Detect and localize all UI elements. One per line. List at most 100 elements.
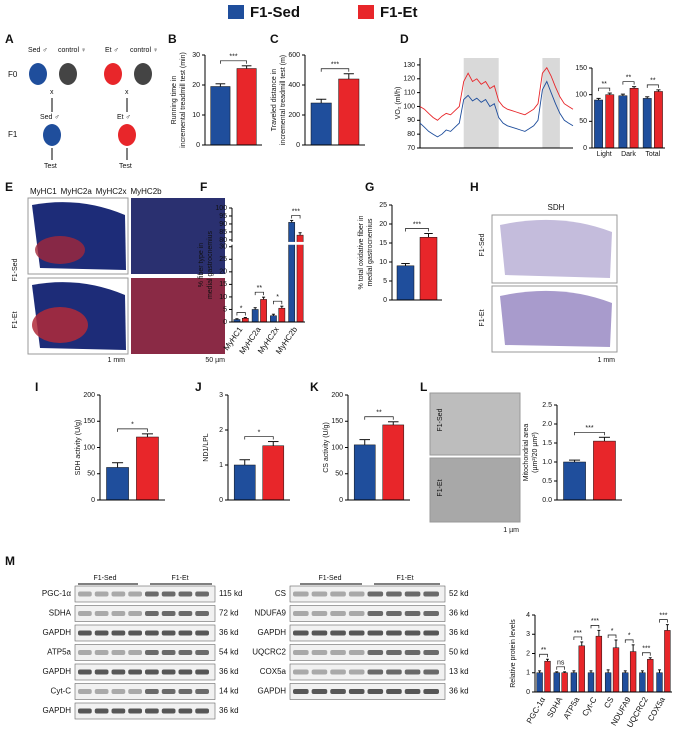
bar	[656, 672, 663, 693]
blot-band	[293, 669, 309, 675]
y-axis-label: Relative protein levels	[510, 619, 517, 688]
blot-band	[145, 689, 159, 694]
x-tick-label: CS	[602, 696, 615, 710]
sig-bracket	[622, 81, 635, 85]
blot-band	[94, 708, 109, 714]
blot-band	[195, 689, 209, 694]
blot-band	[111, 708, 126, 714]
blot-band	[161, 669, 176, 675]
bar	[647, 659, 654, 693]
sig-label: **	[601, 81, 607, 88]
bar	[262, 445, 285, 501]
blot-band	[311, 689, 328, 694]
scale-bar: 1 mm	[598, 357, 616, 364]
blot-band	[330, 669, 346, 675]
sig-bracket	[254, 291, 264, 296]
mouse-label: control ♀	[58, 47, 86, 54]
size-label: 36 kd	[219, 628, 239, 637]
size-label: 36 kd	[449, 687, 469, 696]
blot-band	[195, 611, 209, 616]
bar	[563, 461, 586, 501]
y-axis-label: incremental treadmill test (m)	[280, 55, 287, 145]
y-tick-label: 15	[219, 281, 227, 288]
y-tick-label: 10	[379, 259, 387, 266]
section-image	[32, 307, 88, 343]
y-tick-label: 0	[223, 319, 227, 326]
blot-band	[161, 689, 176, 694]
sig-label: **	[541, 647, 547, 654]
sig-label: ***	[659, 612, 667, 619]
y-tick-label: 20	[379, 221, 387, 228]
protein-label: GAPDH	[43, 628, 72, 637]
blot-band	[386, 669, 402, 675]
blot-band	[145, 630, 159, 636]
y-tick-label: 150	[331, 418, 343, 425]
y-tick-label: 2.5	[542, 402, 552, 409]
blot-band	[78, 630, 92, 636]
mouse-icon	[29, 63, 47, 85]
blot-band	[330, 689, 346, 694]
y-axis-label: incremental treadmill test (min)	[180, 52, 187, 148]
x-tick-label: Dark	[621, 151, 636, 158]
blot-band	[128, 669, 142, 675]
bar	[419, 237, 438, 301]
blot-band	[128, 650, 142, 655]
y-tick-label: 2	[219, 427, 223, 434]
blot-band	[161, 591, 176, 597]
y-tick-label: 200	[288, 112, 300, 119]
blot-band	[111, 689, 126, 694]
blot-band	[367, 689, 384, 694]
y-tick-label: 0	[196, 142, 200, 149]
blot-band	[111, 591, 126, 597]
mouse-label: Sed ♂	[40, 114, 60, 121]
stain-label: MyHC2a	[61, 187, 93, 196]
blot-band	[111, 611, 126, 616]
blot-band	[311, 669, 328, 675]
y-tick-label: 130	[403, 62, 415, 69]
y-tick-label: 0	[526, 689, 530, 696]
y-tick-label: 25	[219, 256, 227, 263]
blot-band	[311, 650, 328, 655]
row-label: F1-Et	[437, 479, 444, 496]
bar	[570, 672, 578, 693]
y-tick-label: 100	[83, 444, 95, 451]
y-tick-label: 20	[192, 82, 200, 89]
blot-band	[386, 591, 402, 597]
y-tick-label: 0	[339, 497, 343, 504]
protein-label: ATP5a	[47, 648, 71, 657]
group-label: F1-Et	[396, 575, 413, 582]
bar	[654, 91, 663, 149]
bar	[241, 317, 249, 323]
blot-band	[94, 611, 109, 616]
blot-band	[367, 611, 384, 616]
sig-label: ns	[557, 660, 565, 667]
y-axis-label: Running time in	[171, 76, 178, 125]
blot-band	[404, 630, 421, 636]
zoom-image	[131, 278, 225, 354]
bar	[536, 672, 543, 693]
protein-label: Cyt-C	[51, 687, 72, 696]
em-image	[429, 392, 521, 456]
panel-label: M	[5, 554, 15, 568]
sig-label: **	[257, 285, 263, 292]
y-tick-label: 100	[215, 205, 227, 212]
sig-bracket	[607, 634, 617, 639]
bar	[553, 672, 560, 693]
bar	[639, 672, 646, 693]
y-tick-label: 120	[403, 76, 415, 83]
blot-band	[161, 630, 176, 636]
blot-band	[311, 591, 328, 597]
bar	[612, 647, 620, 693]
fiber-images: F1-Sed F1-Et 1 mm 50 µm	[12, 197, 225, 364]
y-axis-label: SDH activity (U/g)	[75, 420, 82, 476]
sig-bracket	[590, 625, 600, 629]
size-label: 72 kd	[219, 609, 239, 618]
mouse-icon	[104, 63, 122, 85]
panel-label: F	[200, 180, 207, 194]
stain-label: MyHC2b	[130, 187, 162, 196]
blot-band	[128, 591, 142, 597]
section-image	[35, 236, 85, 264]
y-tick-label: 3	[526, 631, 530, 638]
sig-bracket	[320, 68, 350, 72]
row-label: F1-Sed	[479, 233, 486, 256]
